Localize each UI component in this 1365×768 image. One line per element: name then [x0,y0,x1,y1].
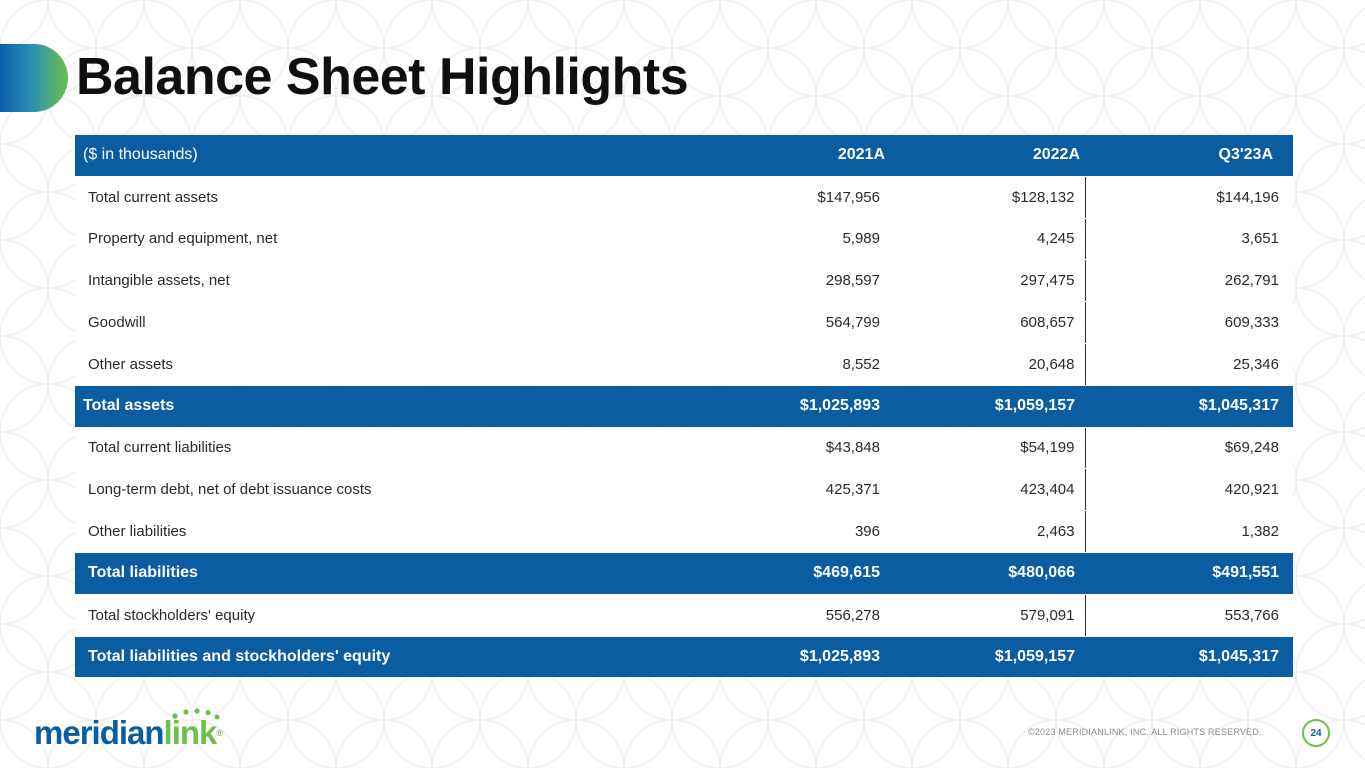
row-label: Intangible assets, net [75,259,695,303]
cell-2022a: 297,475 [890,259,1086,303]
cell-2022a: $480,066 [890,552,1085,595]
row-label: Total liabilities and stockholders' equi… [75,636,695,679]
table-row: Intangible assets, net 298,597 297,475 262,… [75,259,1293,303]
cell-q3-23a: 609,333 [1085,301,1293,344]
cell-2022a: 20,648 [890,343,1086,386]
cell-q3-23a: $144,196 [1085,176,1293,219]
row-label: Property and equipment, net [75,218,695,261]
copyright-notice: ©2023 MERIDIANLINK, INC. ALL RIGHTS RESE… [1028,727,1262,737]
table-row: Total current assets $147,956 $128,132 $144… [75,176,1293,219]
logo-dots-icon [172,708,220,720]
page-title: Balance Sheet Highlights [76,48,689,106]
row-label: Other assets [75,343,695,386]
cell-2022a: $1,059,157 [890,636,1085,679]
cell-2022a: 2,463 [890,510,1086,553]
cell-q3-23a: 262,791 [1085,259,1293,303]
cell-2022a: 4,245 [890,218,1086,261]
cell-q3-23a: 25,346 [1085,343,1293,386]
table-total-row: Total liabilities $469,615 $480,066 $491,55… [75,552,1293,595]
meridianlink-logo: meridianlink® [34,708,244,752]
header-2021a: 2021A [695,135,890,177]
table-row: Total current liabilities $43,848 $54,199 $… [75,427,1293,470]
cell-2022a: 423,404 [890,468,1086,512]
title-accent-tab [0,44,68,112]
cell-q3-23a: $1,045,317 [1085,636,1293,679]
logo-text-meridian: meridian [34,714,165,751]
cell-2022a: $1,059,157 [890,385,1085,428]
page-number-badge: 24 [1302,719,1330,747]
cell-2022a: 608,657 [890,301,1086,344]
cell-2021a: 298,597 [695,259,890,303]
table-header-row: ($ in thousands) 2021A 2022A Q3'23A [75,135,1293,177]
table-row: Other assets 8,552 20,648 25,346 [75,343,1293,386]
cell-q3-23a: $69,248 [1085,427,1293,470]
table-row: Other liabilities 396 2,463 1,382 [75,510,1293,553]
cell-q3-23a: 1,382 [1085,510,1293,553]
header-2022a: 2022A [890,135,1085,177]
cell-2021a: $1,025,893 [695,385,890,428]
cell-2021a: $43,848 [695,427,890,470]
logo-wordmark: meridianlink® [34,714,223,752]
cell-2022a: $128,132 [890,176,1086,219]
cell-q3-23a: $491,551 [1085,552,1293,595]
row-label: Total assets [75,385,695,428]
cell-2021a: $469,615 [695,552,890,595]
cell-2021a: 564,799 [695,301,890,344]
header-q3-23a: Q3'23A [1085,135,1293,177]
cell-q3-23a: 420,921 [1085,468,1293,512]
balance-sheet-table: ($ in thousands) 2021A 2022A Q3'23A Tota… [75,135,1293,679]
cell-2021a: 5,989 [695,218,890,261]
row-label: Long-term debt, net of debt issuance cos… [75,468,695,512]
table-row: Long-term debt, net of debt issuance cos… [75,468,1293,512]
header-units-label: ($ in thousands) [75,135,695,177]
logo-trademark: ® [216,728,223,738]
cell-q3-23a: 3,651 [1085,218,1293,261]
cell-2021a: 425,371 [695,468,890,512]
cell-2022a: $54,199 [890,427,1086,470]
row-label: Other liabilities [75,510,695,553]
table-total-row: Total liabilities and stockholders' equi… [75,636,1293,679]
cell-2021a: 8,552 [695,343,890,386]
cell-2021a: $147,956 [695,176,890,219]
row-label: Total current liabilities [75,427,695,470]
cell-2022a: 579,091 [890,594,1086,637]
cell-2021a: 396 [695,510,890,553]
balance-sheet-table-container: ($ in thousands) 2021A 2022A Q3'23A Tota… [75,135,1293,679]
row-label: Total stockholders' equity [75,594,695,637]
logo-text-link: link [163,714,218,751]
row-label: Goodwill [75,301,695,344]
table-row: Total stockholders' equity 556,278 579,091… [75,594,1293,637]
cell-2021a: $1,025,893 [695,636,890,679]
table-row: Goodwill 564,799 608,657 609,333 [75,301,1293,344]
table-row: Property and equipment, net 5,989 4,245 3,6… [75,218,1293,261]
cell-q3-23a: 553,766 [1085,594,1293,637]
row-label: Total liabilities [75,552,695,595]
cell-2021a: 556,278 [695,594,890,637]
cell-q3-23a: $1,045,317 [1085,385,1293,428]
table-total-row: Total assets $1,025,893 $1,059,157 $1,045,3… [75,385,1293,428]
row-label: Total current assets [75,176,695,219]
